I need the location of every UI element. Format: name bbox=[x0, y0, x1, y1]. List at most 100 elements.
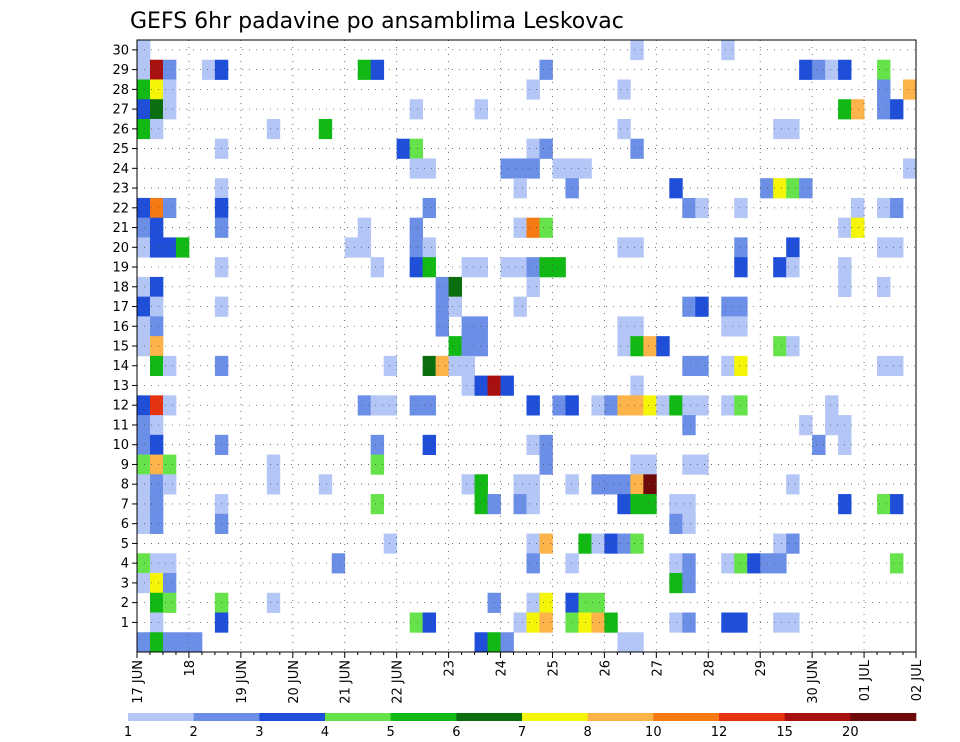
heatmap-cell bbox=[539, 592, 553, 613]
heatmap-cell bbox=[149, 553, 164, 574]
heatmap-cell bbox=[630, 474, 644, 495]
heatmap-cell bbox=[370, 434, 385, 455]
heatmap-cell bbox=[435, 276, 449, 298]
y-tick-label: 25 bbox=[112, 142, 129, 157]
heatmap-cell bbox=[721, 40, 735, 61]
heatmap-cell bbox=[149, 237, 164, 258]
heatmap-cell bbox=[682, 454, 696, 475]
y-tick-label: 3 bbox=[121, 576, 129, 591]
heatmap-cell bbox=[734, 612, 748, 633]
heatmap-cell bbox=[526, 592, 540, 613]
heatmap-cell bbox=[903, 79, 917, 100]
y-tick-label: 15 bbox=[112, 340, 129, 355]
heatmap-cell bbox=[825, 395, 839, 416]
x-tick-label: 20 JUN bbox=[287, 660, 302, 704]
heatmap-cell bbox=[682, 415, 696, 436]
heatmap-cell bbox=[799, 178, 813, 199]
heatmap-cell bbox=[513, 612, 527, 633]
heatmap-cell bbox=[149, 118, 164, 140]
heatmap-cell bbox=[137, 237, 151, 258]
heatmap-cell bbox=[474, 316, 488, 337]
heatmap-cell bbox=[137, 276, 151, 298]
heatmap-cell bbox=[877, 59, 891, 80]
heatmap-cell bbox=[786, 612, 800, 633]
heatmap-cell bbox=[773, 553, 787, 574]
heatmap-cell bbox=[409, 99, 424, 120]
x-tick-label: 17 JUN bbox=[131, 660, 146, 704]
heatmap-cell bbox=[175, 632, 190, 653]
heatmap-cell bbox=[137, 494, 151, 515]
heatmap-cell bbox=[682, 296, 696, 317]
heatmap-cell bbox=[565, 592, 579, 613]
y-axis: 1234567891011121314151617181920212223242… bbox=[112, 43, 137, 631]
heatmap-cell bbox=[149, 454, 164, 475]
x-tick-label: 21 JUN bbox=[339, 660, 354, 704]
heatmap-cell bbox=[526, 395, 540, 416]
heatmap-cell bbox=[162, 553, 177, 574]
heatmap-cell bbox=[137, 336, 151, 357]
x-tick-label: 23 bbox=[443, 660, 458, 677]
heatmap-cell bbox=[461, 257, 475, 278]
heatmap-cell bbox=[812, 434, 826, 455]
heatmap-cell bbox=[851, 99, 865, 120]
heatmap-cell bbox=[149, 612, 164, 633]
heatmap-cell bbox=[137, 553, 151, 574]
heatmap-cell bbox=[331, 553, 346, 574]
heatmap-cell bbox=[137, 474, 151, 495]
x-tick-label: 24 bbox=[495, 660, 510, 677]
heatmap-cell bbox=[201, 59, 216, 80]
heatmap-cell bbox=[877, 276, 891, 298]
heatmap-cell bbox=[734, 316, 748, 337]
heatmap-cell bbox=[162, 59, 177, 80]
colorbar-swatch bbox=[390, 713, 457, 721]
heatmap-cell bbox=[721, 316, 735, 337]
heatmap-cell bbox=[539, 138, 553, 159]
heatmap-cell bbox=[617, 118, 631, 140]
heatmap-cell bbox=[422, 237, 437, 258]
heatmap-cell bbox=[890, 99, 904, 120]
heatmap-cell bbox=[383, 395, 398, 416]
heatmap-cell bbox=[539, 434, 553, 455]
heatmap-cell bbox=[721, 395, 735, 416]
heatmap-cell bbox=[513, 494, 527, 515]
heatmap-cell bbox=[565, 178, 579, 199]
heatmap-cell bbox=[149, 79, 164, 100]
heatmap-cell bbox=[786, 178, 800, 199]
heatmap-cell bbox=[526, 138, 540, 159]
colorbar-label: 6 bbox=[452, 725, 460, 740]
heatmap-cell bbox=[149, 573, 164, 594]
heatmap-cell bbox=[565, 395, 579, 416]
y-tick-label: 21 bbox=[112, 221, 129, 236]
heatmap-cell bbox=[137, 454, 151, 475]
heatmap-cell bbox=[461, 375, 475, 396]
heatmap-cell bbox=[137, 217, 151, 238]
colorbar-swatch bbox=[259, 713, 326, 721]
heatmap-cell bbox=[500, 375, 514, 396]
heatmap-cell bbox=[318, 118, 333, 140]
heatmap-cell bbox=[773, 533, 787, 554]
heatmap-cell bbox=[162, 79, 177, 100]
y-tick-label: 13 bbox=[112, 379, 129, 394]
heatmap-cell bbox=[760, 553, 774, 574]
heatmap-cell bbox=[409, 217, 424, 238]
heatmap-cell bbox=[851, 197, 865, 219]
heatmap-cell bbox=[137, 59, 151, 80]
heatmap-cell bbox=[591, 395, 605, 416]
heatmap-cell bbox=[643, 474, 657, 495]
colorbar: 1 2 3 4 5 6 7 8 10 12 15 20 bbox=[124, 713, 917, 740]
colorbar-swatch bbox=[653, 713, 720, 721]
heatmap-cell bbox=[409, 237, 424, 258]
heatmap-cell bbox=[877, 355, 891, 377]
heatmap-cell bbox=[149, 632, 164, 653]
colorbar-label: 4 bbox=[321, 725, 329, 740]
heatmap-cell bbox=[604, 474, 618, 495]
heatmap-cell bbox=[617, 316, 631, 337]
heatmap-cell bbox=[682, 573, 696, 594]
colorbar-swatch bbox=[193, 713, 260, 721]
heatmap-cell bbox=[617, 237, 631, 258]
y-tick-label: 17 bbox=[112, 300, 129, 315]
heatmap-cell bbox=[877, 494, 891, 515]
heatmap-cell bbox=[786, 474, 800, 495]
heatmap-cell bbox=[370, 454, 385, 475]
heatmap-cell bbox=[137, 573, 151, 594]
